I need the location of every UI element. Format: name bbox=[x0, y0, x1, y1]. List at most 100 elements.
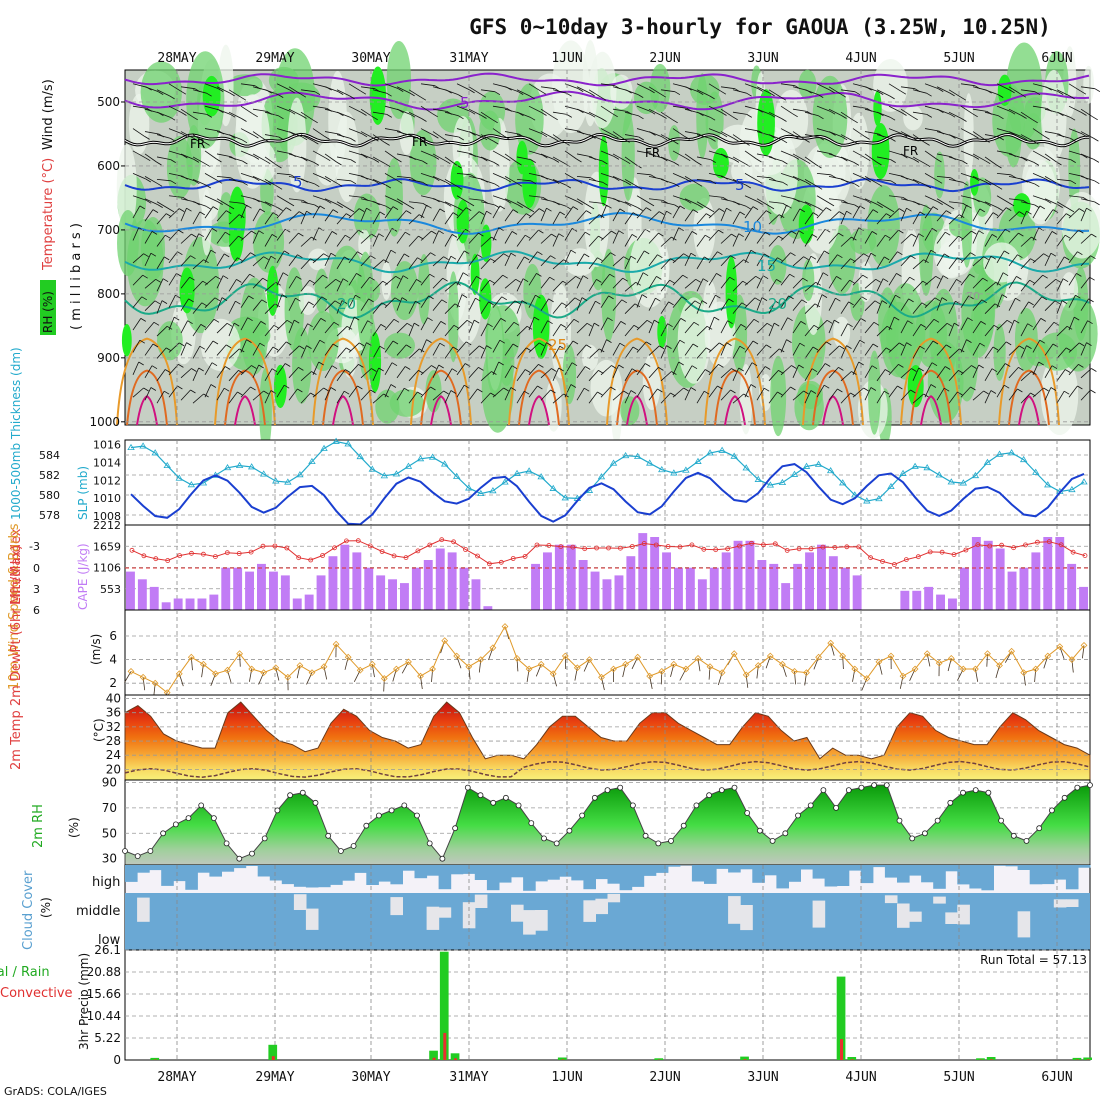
slp-point bbox=[887, 482, 895, 490]
wind-barb-flag bbox=[593, 322, 600, 327]
wind-barb-flag bbox=[897, 385, 903, 390]
wind-barb-flag bbox=[762, 275, 769, 280]
wind-barb bbox=[1068, 195, 1083, 198]
contour-35 bbox=[1018, 395, 1040, 426]
slp-point bbox=[163, 461, 171, 469]
wind-barb bbox=[432, 343, 441, 356]
wind-barb bbox=[984, 303, 996, 314]
wind-barb-flag bbox=[530, 138, 536, 142]
li-point bbox=[141, 553, 147, 559]
wind-barb-flag bbox=[289, 89, 295, 94]
precip-bar bbox=[740, 1056, 749, 1060]
wind-barb bbox=[492, 195, 507, 201]
wind-barb-flag bbox=[298, 345, 305, 350]
wind-barb bbox=[396, 198, 410, 207]
wind-barb bbox=[732, 233, 740, 247]
wind-barb bbox=[912, 156, 926, 165]
wind-barb bbox=[696, 256, 705, 270]
wind-barb bbox=[312, 83, 327, 88]
wind-barb-flag bbox=[611, 365, 617, 369]
rh-blob bbox=[385, 158, 403, 237]
wind-barb-flag bbox=[838, 367, 844, 371]
li-point bbox=[701, 546, 707, 552]
wind-barb bbox=[1008, 388, 1018, 401]
wind-barb-flag bbox=[1094, 201, 1100, 206]
wind-barb-flag bbox=[911, 368, 917, 372]
wind-barb bbox=[276, 207, 287, 219]
wind-barb bbox=[1068, 83, 1082, 92]
wind-barb bbox=[804, 134, 819, 138]
wind-barb bbox=[708, 83, 722, 92]
wind-point bbox=[308, 669, 316, 676]
wind-point bbox=[779, 660, 786, 668]
wind-barb bbox=[132, 83, 147, 88]
run-total: Run Total = 57.13 bbox=[980, 953, 1087, 967]
wind-barb-flag bbox=[374, 180, 380, 185]
rh-point bbox=[985, 789, 992, 796]
wind-barb bbox=[852, 361, 860, 375]
wind-barb-flag bbox=[1093, 137, 1099, 142]
wind-barb-flag bbox=[334, 300, 341, 305]
wind-barb bbox=[300, 392, 311, 404]
wind-barb bbox=[276, 363, 286, 376]
temp-tick: 32 bbox=[106, 720, 121, 734]
wind-barb-flag bbox=[966, 204, 972, 209]
wind-barb-flag bbox=[882, 278, 889, 283]
wind-barb-flag bbox=[323, 387, 329, 392]
wind-barb-flag bbox=[242, 160, 248, 165]
li-point bbox=[391, 553, 397, 559]
wind-point bbox=[248, 665, 256, 673]
wind-barb bbox=[156, 213, 167, 225]
wind-barb-flag bbox=[284, 363, 291, 367]
wind-barb bbox=[744, 83, 759, 89]
wind-barb bbox=[576, 275, 584, 289]
wind-barb bbox=[672, 296, 683, 308]
wind-barb bbox=[432, 321, 442, 334]
rh-point bbox=[604, 787, 611, 793]
li-point bbox=[880, 559, 885, 564]
wind-barb bbox=[948, 348, 960, 359]
wind-barb-flag bbox=[757, 201, 763, 205]
cloud-high-cell bbox=[173, 865, 186, 882]
wind-barb bbox=[888, 105, 902, 113]
wind-barb bbox=[360, 298, 369, 311]
wind-barb bbox=[660, 156, 675, 163]
precip-tick: 20.88 bbox=[87, 965, 121, 979]
wind-barb bbox=[996, 228, 1006, 241]
wind-barb-flag bbox=[864, 157, 871, 162]
wind-barb-flag bbox=[829, 89, 835, 94]
wind-barb bbox=[1032, 296, 1043, 308]
wind-barb bbox=[300, 371, 312, 382]
wind-barb bbox=[744, 228, 753, 241]
wind-barb-flag bbox=[790, 252, 796, 257]
wind-barb bbox=[732, 211, 741, 225]
wind-barb bbox=[516, 390, 525, 404]
wind-barb bbox=[228, 89, 242, 98]
wind-barb bbox=[804, 234, 813, 247]
wind-barb bbox=[528, 83, 542, 92]
cape-bar bbox=[1043, 537, 1053, 610]
cape-bar bbox=[483, 606, 493, 610]
wind-barb bbox=[408, 257, 418, 270]
wind-barb-flag bbox=[1041, 296, 1048, 301]
wind-barb bbox=[816, 363, 826, 376]
wind-point bbox=[320, 663, 328, 671]
cape-bar bbox=[948, 598, 957, 610]
wind-barb bbox=[780, 150, 795, 157]
li-label: Lifted Index bbox=[9, 528, 24, 605]
wind-barb-flag bbox=[260, 321, 267, 325]
cloud-high-cell bbox=[498, 865, 512, 883]
rh-blob-high bbox=[121, 323, 132, 357]
wind-barb-flag bbox=[753, 318, 760, 323]
wind-barb-flag bbox=[1004, 363, 1011, 367]
li-point bbox=[200, 551, 206, 557]
wind-barb bbox=[972, 277, 983, 289]
wind-point bbox=[658, 668, 666, 675]
wind-point bbox=[260, 669, 268, 676]
wind-barb bbox=[216, 198, 230, 207]
wind-point bbox=[163, 689, 171, 696]
wind-barb bbox=[264, 368, 273, 382]
wind-barb bbox=[564, 297, 576, 308]
wind-barb bbox=[180, 131, 194, 139]
wind-barb-flag bbox=[1017, 388, 1023, 393]
